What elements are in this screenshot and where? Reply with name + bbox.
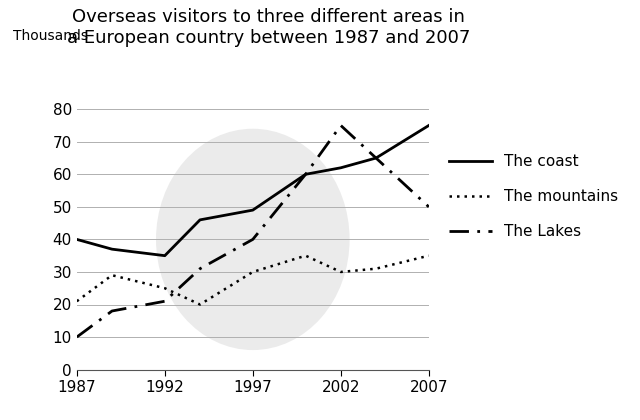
- Text: Thousands: Thousands: [13, 29, 88, 43]
- Ellipse shape: [156, 129, 349, 350]
- Legend: The coast, The mountains, The Lakes: The coast, The mountains, The Lakes: [443, 148, 624, 245]
- Text: Overseas visitors to three different areas in
a European country between 1987 an: Overseas visitors to three different are…: [67, 8, 470, 47]
